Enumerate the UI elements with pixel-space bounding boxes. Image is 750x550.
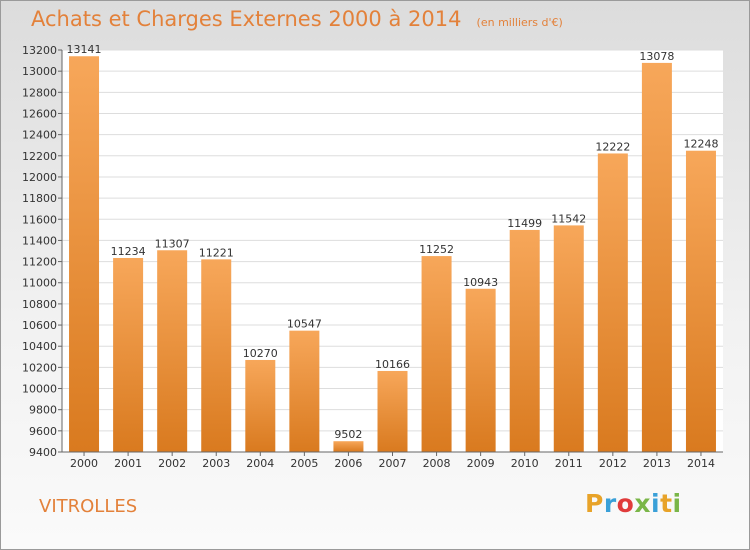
- value-label-2000: 13141: [67, 43, 102, 56]
- y-tick-label: 9600: [29, 425, 57, 438]
- value-label-2006: 9502: [334, 428, 362, 441]
- bar-2008: [421, 256, 452, 452]
- bar-layer: [69, 56, 716, 453]
- y-tick-label: 12000: [22, 171, 57, 184]
- y-tick-label: 10200: [22, 361, 57, 374]
- y-tick-label: 12800: [22, 86, 57, 99]
- value-label-2014: 12248: [683, 138, 718, 151]
- x-tick-label-2008: 2008: [423, 457, 451, 470]
- bar-2000: [69, 56, 100, 452]
- bar-2013: [641, 62, 672, 453]
- y-tick-label: 9400: [29, 446, 57, 459]
- x-tick-label-2004: 2004: [246, 457, 274, 470]
- y-tick-label: 12400: [22, 129, 57, 142]
- value-label-2005: 10547: [287, 318, 322, 331]
- x-tick-label-2013: 2013: [643, 457, 671, 470]
- x-tick-label-2014: 2014: [687, 457, 715, 470]
- y-tick-label: 11800: [22, 192, 57, 205]
- x-tick-label-2003: 2003: [202, 457, 230, 470]
- y-tick-label: 9800: [29, 404, 57, 417]
- value-label-2002: 11307: [155, 237, 190, 250]
- x-tick-label-2001: 2001: [114, 457, 142, 470]
- value-label-2011: 11542: [551, 212, 586, 225]
- y-tick-label: 11600: [22, 213, 57, 226]
- chart-unit: (en milliers d'€): [476, 16, 563, 29]
- y-tick-label: 13000: [22, 65, 57, 78]
- bar-2002: [157, 250, 188, 452]
- y-tick-label: 11200: [22, 256, 57, 269]
- label-layer: 13141 2000 11234 2001 11307 2002 11221 2003 1027…: [67, 43, 719, 470]
- x-tick-label-2005: 2005: [290, 457, 318, 470]
- value-label-2007: 10166: [375, 358, 410, 371]
- x-tick-label-2010: 2010: [511, 457, 539, 470]
- chart-title: Achats et Charges Externes 2000 à 2014: [31, 7, 462, 31]
- y-tick-label: 12600: [22, 107, 57, 120]
- x-tick-label-2007: 2007: [379, 457, 407, 470]
- x-tick-label-2002: 2002: [158, 457, 186, 470]
- x-tick-label-2011: 2011: [555, 457, 583, 470]
- bar-2005: [289, 330, 320, 452]
- y-tick-label: 13200: [22, 44, 57, 57]
- value-label-2010: 11499: [507, 217, 542, 230]
- bar-2012: [597, 153, 628, 453]
- y-tick-label: 10400: [22, 340, 57, 353]
- title-row: Achats et Charges Externes 2000 à 2014 (…: [31, 7, 563, 31]
- bar-2014: [685, 150, 716, 452]
- bar-2006: [333, 441, 364, 452]
- x-tick-label-2009: 2009: [467, 457, 495, 470]
- y-tick-label: 10600: [22, 319, 57, 332]
- value-label-2008: 11252: [419, 243, 454, 256]
- proxiti-logo: Proxiti: [585, 489, 682, 518]
- axis-layer: 9400 9600 9800 10000 10200 10400 10600 10800 110…: [22, 44, 723, 459]
- y-tick-label: 11400: [22, 234, 57, 247]
- x-tick-label-2012: 2012: [599, 457, 627, 470]
- y-tick-label: 12200: [22, 150, 57, 163]
- bar-2007: [377, 370, 408, 452]
- x-tick-label-2000: 2000: [70, 457, 98, 470]
- y-tick-label: 11000: [22, 277, 57, 290]
- value-label-2001: 11234: [111, 245, 146, 258]
- y-tick-label: 10000: [22, 383, 57, 396]
- value-label-2009: 10943: [463, 276, 498, 289]
- value-label-2004: 10270: [243, 347, 278, 360]
- value-label-2003: 11221: [199, 246, 234, 259]
- x-tick-label-2006: 2006: [334, 457, 362, 470]
- bar-2004: [245, 359, 276, 452]
- bar-2003: [201, 259, 232, 452]
- commune-name: VITROLLES: [39, 496, 138, 517]
- value-label-2013: 13078: [639, 50, 674, 63]
- bar-2010: [509, 229, 540, 452]
- bar-2009: [465, 288, 496, 452]
- bar-2011: [553, 225, 584, 452]
- y-tick-label: 10800: [22, 298, 57, 311]
- value-label-2012: 12222: [595, 140, 630, 153]
- bar-2001: [113, 257, 144, 452]
